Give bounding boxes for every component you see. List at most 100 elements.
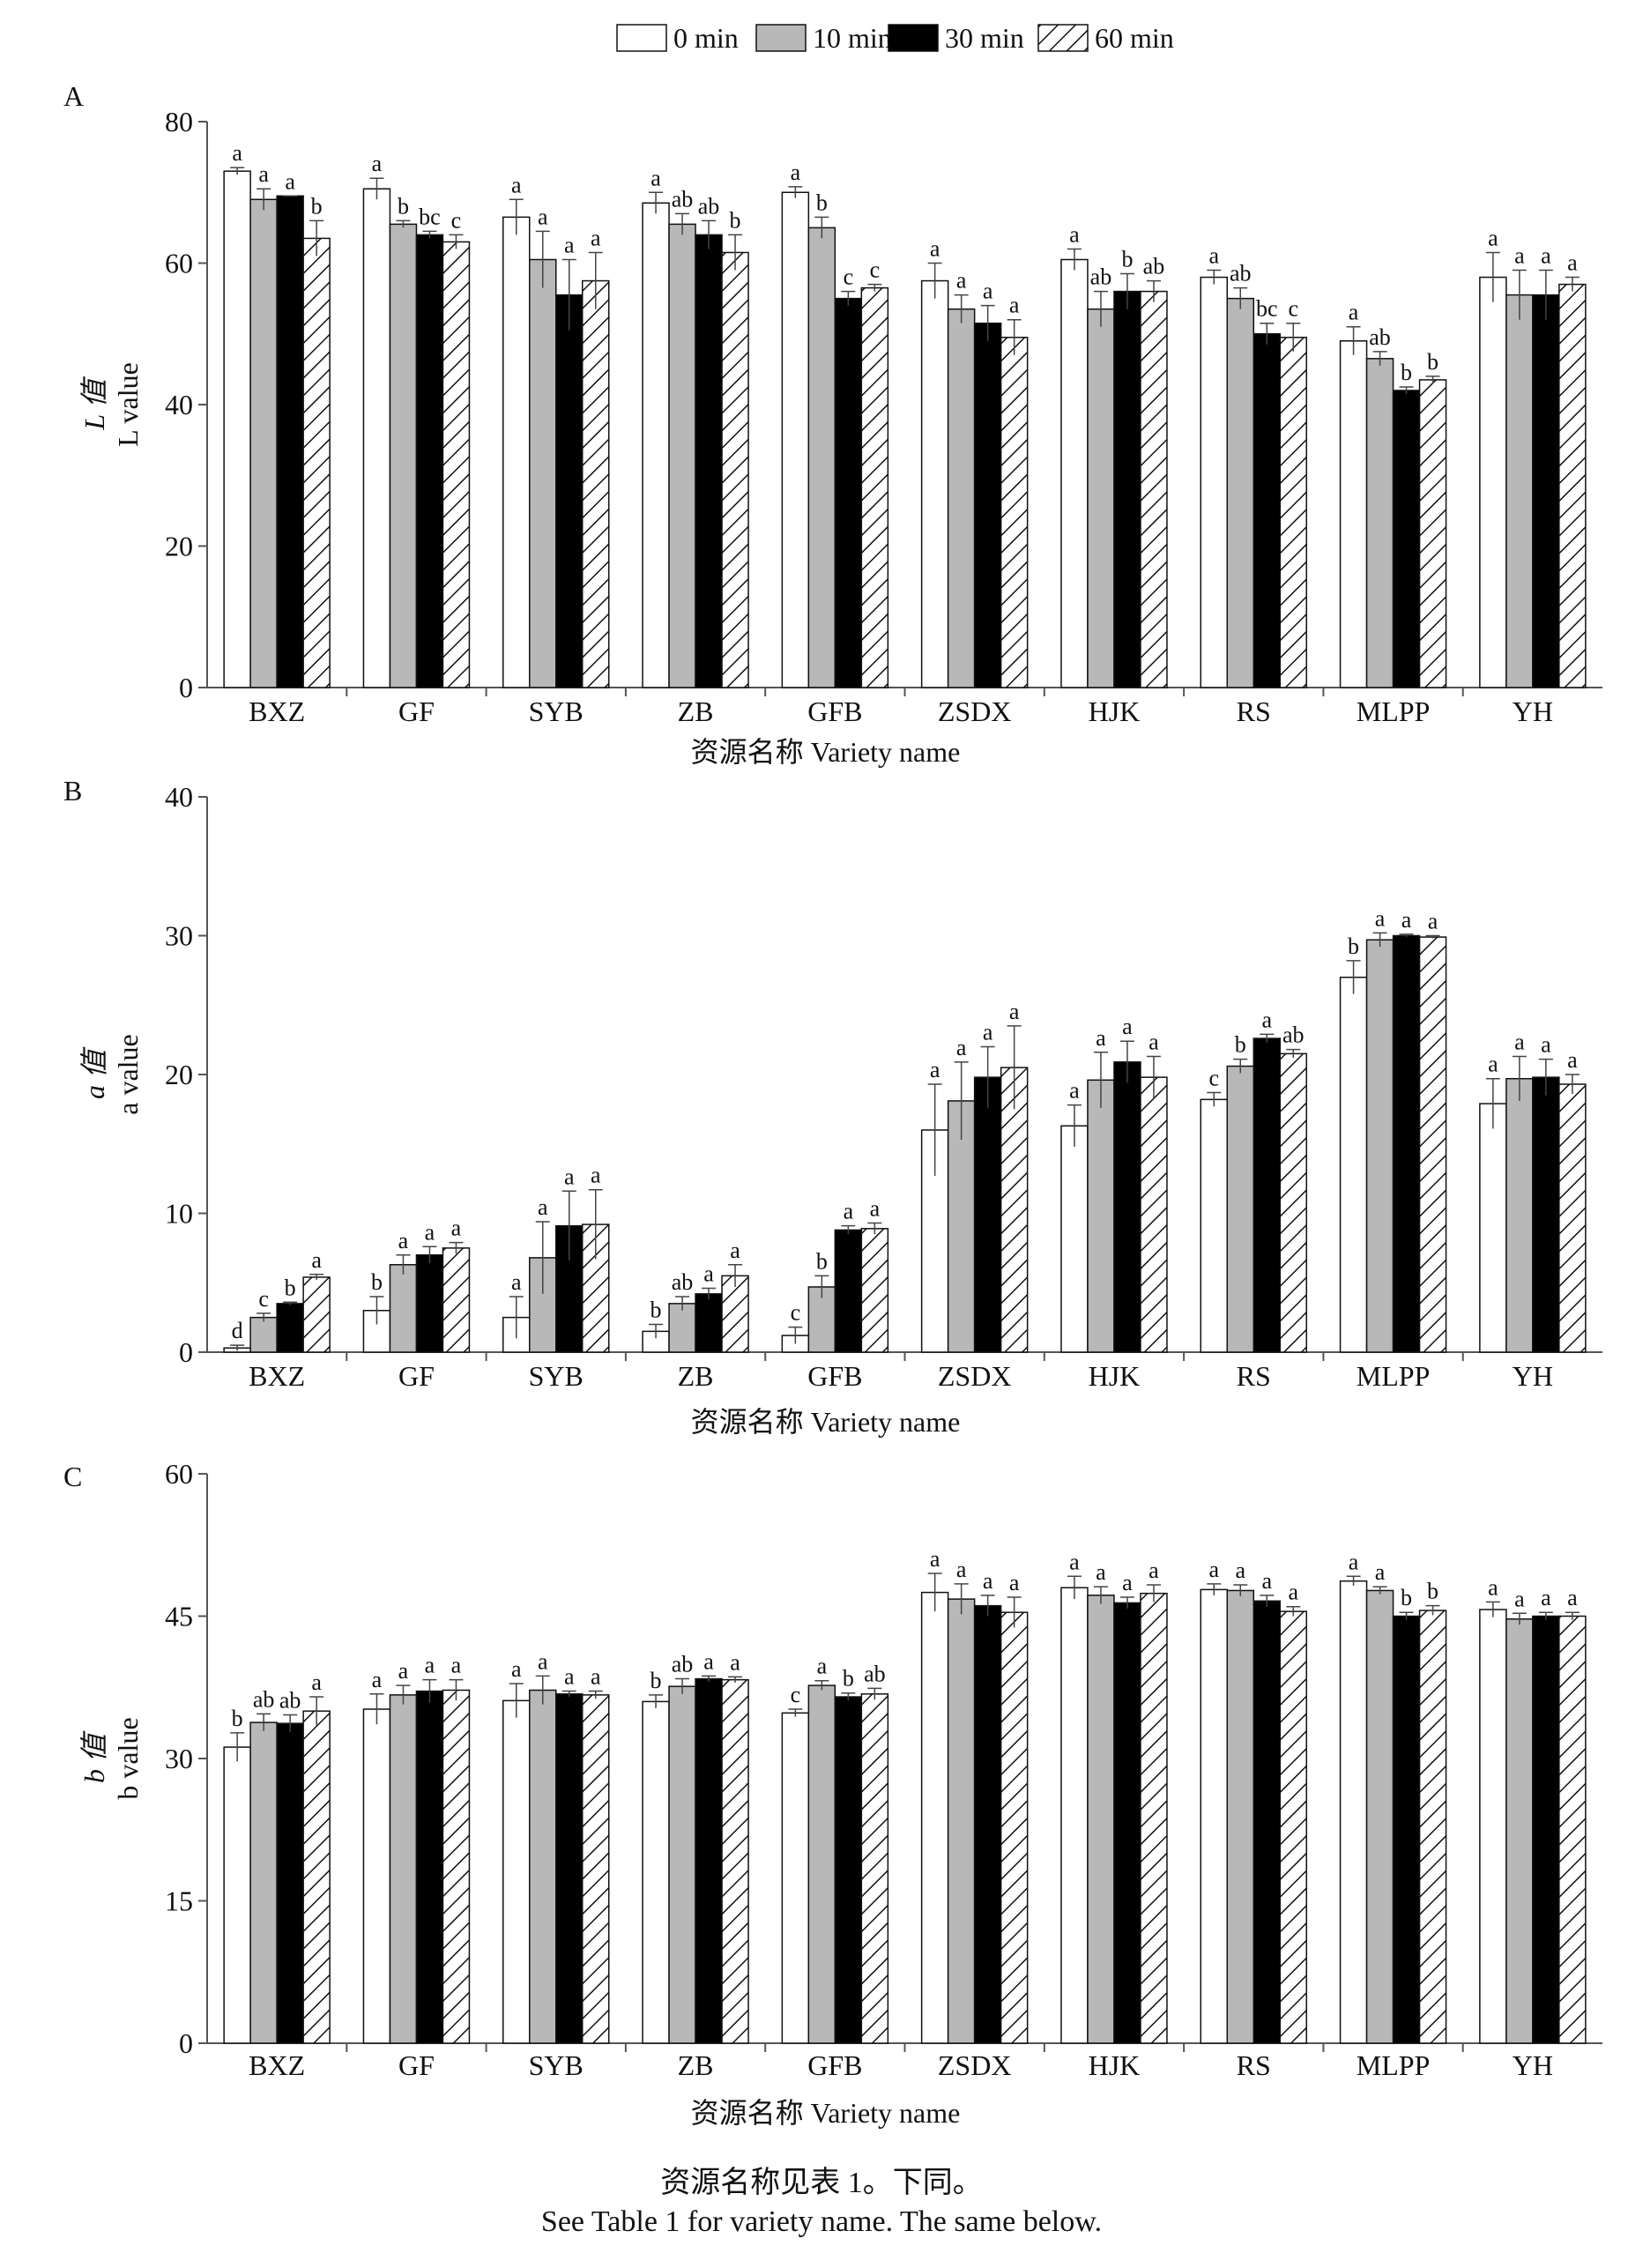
significance-letter: a	[983, 1568, 993, 1594]
bar	[668, 1303, 696, 1353]
x-axis-label: 资源名称 Variety name	[691, 1406, 961, 1438]
significance-letter: b	[843, 1666, 854, 1692]
y-tick-label: 0	[179, 1336, 193, 1368]
y-tick-label: 30	[165, 1743, 193, 1774]
bar	[1087, 1079, 1115, 1353]
significance-letter: a	[591, 225, 601, 250]
y-tick-label: 20	[165, 1059, 193, 1090]
significance-letter: c	[791, 1300, 801, 1326]
significance-letter: c	[451, 207, 462, 233]
significance-letter: b	[1401, 360, 1412, 385]
bar	[1479, 1609, 1507, 2044]
bar	[1339, 1580, 1368, 2044]
significance-letter: a	[983, 1020, 993, 1045]
significance-letter: ab	[279, 1687, 301, 1713]
bar	[1200, 1588, 1228, 2044]
significance-letter: a	[817, 1654, 828, 1679]
bar	[1558, 1615, 1587, 2044]
bar	[1087, 1595, 1115, 2044]
y-tick-label: 30	[165, 920, 193, 952]
x-tick-label: HJK	[1089, 1360, 1141, 1392]
y-tick-label: 0	[179, 672, 193, 703]
bar	[555, 1693, 584, 2044]
bar	[1365, 358, 1394, 688]
x-tick-label: HJK	[1089, 2049, 1141, 2081]
bar	[947, 1598, 976, 2044]
y-tick-label: 40	[165, 389, 193, 420]
significance-letter: a	[1401, 907, 1412, 933]
bar	[1060, 258, 1089, 688]
significance-letter: a	[1208, 1557, 1219, 1582]
bar	[668, 223, 696, 688]
legend-item: 0 min	[616, 22, 739, 54]
bar	[442, 1689, 471, 2044]
x-tick-label: BXZ	[249, 695, 305, 727]
x-tick-label: RS	[1237, 2049, 1271, 2081]
x-tick-label: HJK	[1089, 695, 1141, 727]
significance-letter: a	[511, 172, 522, 197]
bar	[807, 227, 836, 688]
x-tick-label: MLPP	[1357, 1360, 1431, 1392]
significance-letter: a	[1428, 909, 1439, 934]
panel-label: A	[63, 80, 84, 112]
legend-swatch	[888, 24, 939, 52]
bar	[1532, 1615, 1560, 2044]
x-tick-label: RS	[1237, 1360, 1271, 1392]
legend-label: 30 min	[945, 22, 1024, 54]
significance-letter: a	[1096, 1559, 1106, 1585]
x-tick-label: MLPP	[1357, 695, 1431, 727]
bar	[1279, 337, 1307, 688]
significance-letter: a	[564, 1664, 575, 1690]
bar	[1000, 337, 1029, 688]
legend-label: 10 min	[813, 22, 892, 54]
x-tick-label: ZB	[678, 695, 714, 727]
significance-letter: a	[398, 1658, 409, 1684]
bar	[860, 1228, 889, 1353]
significance-letter: a	[870, 1196, 881, 1222]
significance-letter: a	[1514, 1030, 1525, 1055]
bar	[721, 1678, 749, 2044]
significance-letter: a	[232, 140, 242, 166]
significance-letter: b	[1121, 247, 1133, 272]
bar	[529, 1689, 557, 2044]
significance-letter: c	[870, 257, 881, 283]
significance-letter: a	[564, 1164, 575, 1189]
bar	[389, 223, 418, 688]
significance-letter: a	[1541, 1032, 1551, 1058]
significance-letter: b	[398, 193, 409, 219]
bar	[920, 1591, 949, 2044]
bar	[1226, 1065, 1254, 1353]
significance-letter: a	[1349, 1549, 1359, 1574]
bar	[642, 1700, 670, 2044]
significance-letter: a	[1149, 1558, 1159, 1583]
significance-letter: a	[1375, 1559, 1386, 1585]
bar	[1532, 1076, 1560, 1353]
significance-letter: a	[1488, 1052, 1498, 1077]
x-tick-label: SYB	[529, 695, 584, 727]
bar	[276, 1722, 304, 2044]
significance-letter: a	[1149, 1030, 1159, 1055]
legend-item: 10 min	[755, 22, 892, 54]
significance-letter: a	[1009, 999, 1020, 1024]
significance-letter: b	[1235, 1032, 1246, 1058]
x-tick-label: ZSDX	[938, 2049, 1012, 2081]
bar	[1532, 294, 1560, 688]
bar	[1418, 936, 1447, 1353]
significance-letter: a	[1488, 225, 1498, 250]
bar	[920, 279, 949, 688]
bar	[860, 286, 889, 688]
bar	[302, 1710, 331, 2044]
significance-letter: a	[1375, 905, 1386, 931]
bar	[721, 251, 749, 688]
panel-label: B	[63, 775, 82, 807]
significance-letter: a	[730, 1649, 740, 1675]
bar	[1226, 1589, 1254, 2044]
y-tick-label: 20	[165, 531, 193, 562]
significance-letter: a	[511, 1656, 522, 1682]
significance-letter: a	[372, 1667, 383, 1692]
bar	[249, 198, 278, 688]
bar	[442, 1247, 471, 1353]
x-tick-label: BXZ	[249, 1360, 305, 1392]
